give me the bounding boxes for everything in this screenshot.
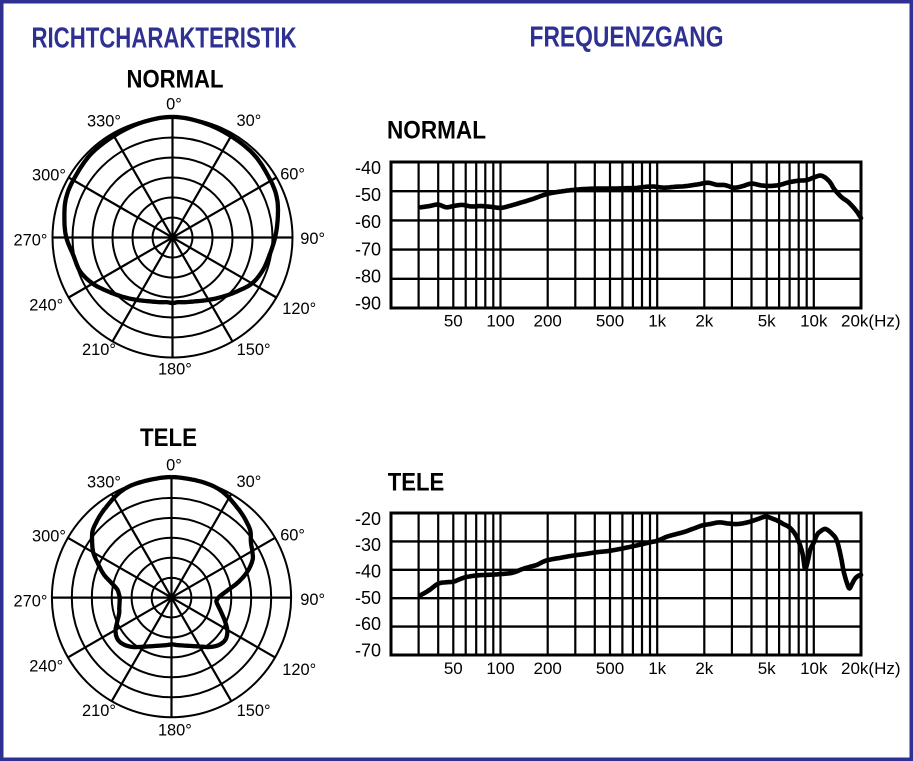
svg-text:NORMAL: NORMAL <box>387 117 486 145</box>
svg-text:20k(Hz): 20k(Hz) <box>841 311 901 330</box>
svg-text:10k: 10k <box>800 659 828 678</box>
svg-text:2k: 2k <box>695 311 713 330</box>
svg-text:0°: 0° <box>166 457 182 475</box>
svg-text:150°: 150° <box>237 341 271 359</box>
svg-text:270°: 270° <box>14 593 48 611</box>
svg-text:5k: 5k <box>758 311 776 330</box>
svg-text:1k: 1k <box>648 311 666 330</box>
svg-text:210°: 210° <box>82 702 116 720</box>
svg-text:120°: 120° <box>282 661 316 679</box>
svg-text:60°: 60° <box>280 166 305 184</box>
svg-text:5k: 5k <box>758 659 776 678</box>
svg-text:90°: 90° <box>300 230 325 248</box>
svg-text:200: 200 <box>534 659 562 678</box>
svg-text:-50: -50 <box>355 588 381 608</box>
svg-text:FREQUENZGANG: FREQUENZGANG <box>530 22 724 54</box>
svg-text:240°: 240° <box>29 296 63 314</box>
svg-text:180°: 180° <box>158 722 192 740</box>
svg-text:270°: 270° <box>14 232 48 250</box>
svg-text:-70: -70 <box>355 641 381 661</box>
svg-text:RICHTCHARAKTERISTIK: RICHTCHARAKTERISTIK <box>32 23 297 55</box>
svg-text:330°: 330° <box>87 474 121 492</box>
svg-text:300°: 300° <box>32 166 66 184</box>
svg-text:-40: -40 <box>355 158 381 178</box>
svg-text:-70: -70 <box>355 239 381 259</box>
svg-text:-60: -60 <box>355 212 381 232</box>
svg-text:200: 200 <box>534 311 562 330</box>
svg-text:330°: 330° <box>87 113 121 131</box>
svg-text:TELE: TELE <box>140 424 197 452</box>
svg-text:500: 500 <box>596 659 624 678</box>
svg-text:-90: -90 <box>355 294 381 314</box>
svg-text:50: 50 <box>444 659 463 678</box>
svg-text:100: 100 <box>486 311 514 330</box>
svg-text:90°: 90° <box>300 591 325 609</box>
svg-text:60°: 60° <box>280 527 305 545</box>
svg-text:50: 50 <box>444 311 463 330</box>
svg-text:150°: 150° <box>237 702 271 720</box>
svg-text:20k(Hz): 20k(Hz) <box>841 659 901 678</box>
svg-text:2k: 2k <box>695 659 713 678</box>
svg-text:-20: -20 <box>355 509 381 529</box>
svg-text:NORMAL: NORMAL <box>127 66 224 94</box>
svg-text:240°: 240° <box>29 657 63 675</box>
svg-text:-40: -40 <box>355 562 381 582</box>
svg-text:210°: 210° <box>82 341 116 359</box>
svg-text:-60: -60 <box>355 614 381 634</box>
svg-text:1k: 1k <box>648 659 666 678</box>
svg-text:120°: 120° <box>282 300 316 318</box>
svg-text:180°: 180° <box>158 361 192 379</box>
svg-text:30°: 30° <box>237 473 262 491</box>
svg-text:10k: 10k <box>800 311 828 330</box>
svg-text:0°: 0° <box>166 96 182 114</box>
svg-text:30°: 30° <box>237 112 262 130</box>
svg-text:500: 500 <box>596 311 624 330</box>
svg-text:-80: -80 <box>355 266 381 286</box>
svg-text:-50: -50 <box>355 185 381 205</box>
svg-text:TELE: TELE <box>388 468 445 496</box>
svg-text:100: 100 <box>486 659 514 678</box>
svg-text:-30: -30 <box>355 535 381 555</box>
svg-text:300°: 300° <box>32 527 66 545</box>
